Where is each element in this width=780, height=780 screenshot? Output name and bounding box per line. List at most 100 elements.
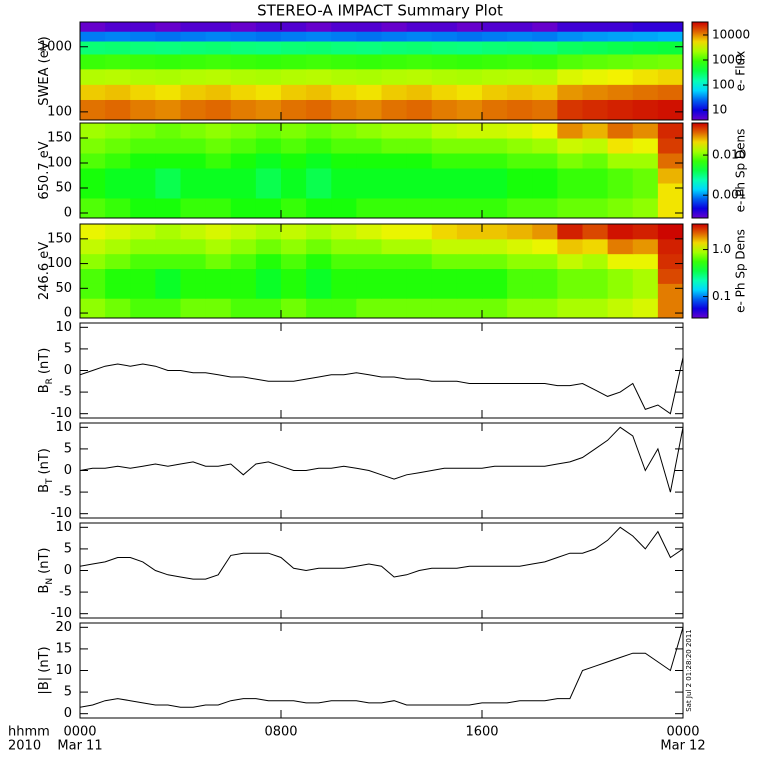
heatmap-cell [532, 68, 558, 85]
heatmap-cell [205, 123, 232, 139]
heatmap-cell [331, 253, 357, 270]
heatmap-cell [255, 168, 282, 184]
heatmap-cell [180, 22, 207, 32]
heatmap-cell [80, 153, 106, 169]
timestamp: Sat Jul 2 01:28:20 2011 [685, 629, 693, 712]
heatmap-cell [406, 238, 433, 255]
heatmap-cell [306, 298, 332, 319]
heatmap-cell [507, 41, 533, 55]
heatmap-cell [456, 238, 483, 255]
heatmap-cell [105, 283, 131, 299]
heatmap-cell [582, 198, 609, 219]
heatmap-cell [306, 138, 332, 154]
heatmap-cell [130, 123, 156, 139]
heatmap-cell [406, 84, 433, 100]
heatmap-cell [281, 183, 307, 199]
heatmap-cell [532, 283, 558, 299]
y-tick-label: 20 [55, 620, 72, 635]
y-tick-label: 0 [64, 306, 72, 321]
heatmap-cell [155, 41, 181, 55]
heatmap-cell [557, 53, 583, 70]
heatmap-cell [406, 68, 433, 85]
heatmap-cell [532, 138, 558, 154]
heatmap-cell [80, 283, 106, 299]
heatmap-cell [180, 224, 207, 240]
heatmap-cell [431, 31, 458, 42]
data-line [80, 357, 683, 415]
heatmap-cell [180, 31, 207, 42]
heatmap-cell [105, 41, 131, 55]
heatmap-cell [80, 99, 106, 121]
y-tick-label: 1000 [39, 39, 72, 54]
heatmap-cell [331, 153, 357, 169]
heatmap-cell [381, 168, 408, 184]
heatmap-cell [657, 198, 684, 219]
heatmap-cell [507, 253, 533, 270]
y-tick-label: -10 [51, 506, 72, 521]
heatmap-cell [381, 123, 408, 139]
plot-title: STEREO-A IMPACT Summary Plot [257, 2, 503, 20]
y-label-text: B [37, 484, 52, 493]
heatmap-cell [532, 253, 558, 270]
heatmap-cell [130, 253, 156, 270]
x-tick-label: 0800 [264, 725, 297, 740]
heatmap-cell [582, 283, 609, 299]
heatmap-cell [230, 183, 257, 199]
heatmap-cell [331, 84, 357, 100]
heatmap-cell [205, 31, 232, 42]
heatmap-cell [557, 224, 583, 240]
heatmap-cell [632, 41, 659, 55]
y-tick-label: 0 [64, 206, 72, 221]
heatmap-cell [105, 68, 131, 85]
heatmap-cell [356, 168, 382, 184]
heatmap-cell [255, 41, 282, 55]
heatmap-cell [456, 41, 483, 55]
heatmap-cell [281, 31, 307, 42]
heatmap-cell [607, 22, 634, 32]
heatmap-cell [507, 198, 533, 219]
heatmap-cell [205, 198, 232, 219]
heatmap-cell [632, 183, 659, 199]
heatmap-cell [632, 123, 659, 139]
heatmap-cell [582, 99, 609, 121]
heatmap-cell [482, 99, 508, 121]
y-axis-label: 650.7 eV [37, 141, 52, 199]
heatmap-cell [507, 53, 533, 70]
heatmap-cell [80, 238, 106, 255]
heatmap-cell [507, 31, 533, 42]
heatmap-cell [507, 22, 533, 32]
heatmap-cell [180, 41, 207, 55]
heatmap-cell [431, 283, 458, 299]
heatmap-cell [306, 41, 332, 55]
heatmap-cell [657, 99, 684, 121]
heatmap-cell [532, 22, 558, 32]
heatmap-cell [607, 183, 634, 199]
y-axis-label: BN (nT) [37, 548, 55, 594]
y-axis-label: BR (nT) [37, 348, 55, 394]
panel-frame [79, 21, 684, 121]
heatmap-cell [532, 31, 558, 42]
heatmap-cell [482, 22, 508, 32]
heatmap-cell [356, 84, 382, 100]
heatmap-cell [482, 123, 508, 139]
heatmap-cell [281, 68, 307, 85]
y-tick-label: 100 [47, 156, 72, 171]
heatmap-cell [205, 268, 232, 284]
y-tick-label: -5 [59, 485, 72, 500]
heatmap-cell [532, 41, 558, 55]
heatmap-cell [281, 22, 307, 32]
colorbar-tick-label: 10000 [712, 27, 750, 41]
heatmap-cell [255, 183, 282, 199]
heatmap-cell [281, 268, 307, 284]
heatmap-cell [632, 153, 659, 169]
heatmap-cell [456, 123, 483, 139]
heatmap-cell [331, 298, 357, 319]
colorbar [691, 21, 709, 121]
heatmap-cell [155, 183, 181, 199]
heatmap-cell [381, 268, 408, 284]
y-label-subscript: T [45, 478, 55, 485]
y-tick-label: 10 [55, 663, 72, 678]
colorbar-tick-label: 1.0 [712, 242, 731, 256]
heatmap-cell [255, 22, 282, 32]
heatmap-cell [381, 198, 408, 219]
